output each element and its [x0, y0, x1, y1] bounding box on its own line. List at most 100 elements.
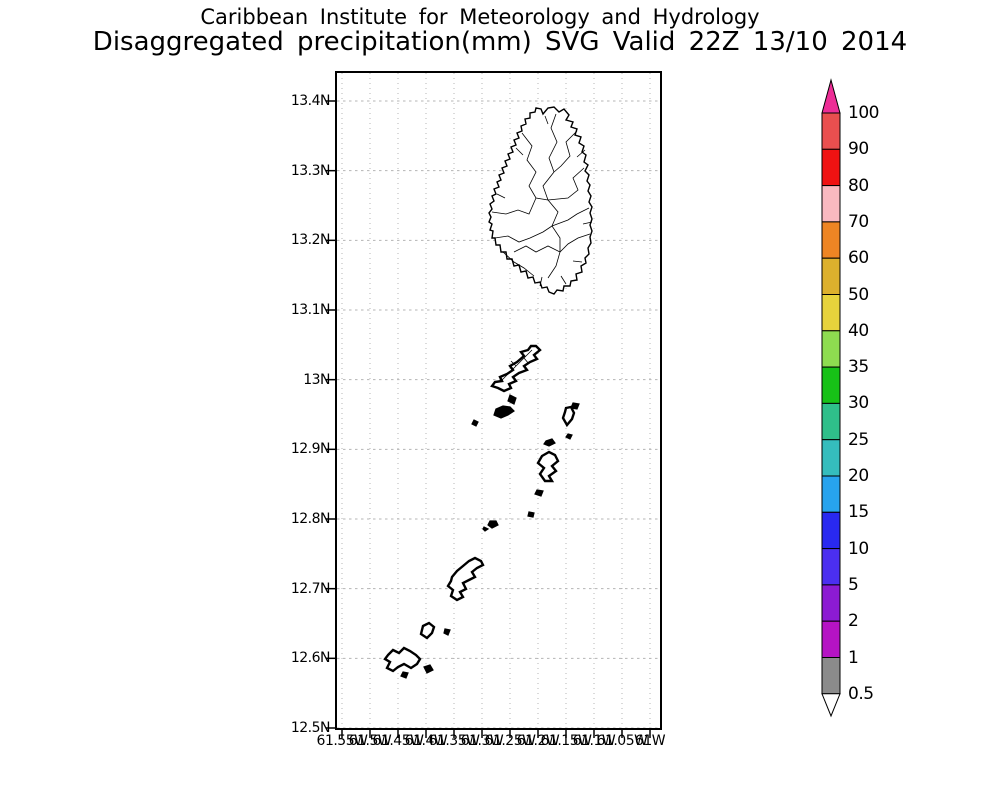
island-petit-mustique [543, 438, 556, 447]
lat-tick-label: 12.8N [290, 511, 331, 527]
colorbar-tick-label: 30 [848, 393, 869, 414]
lon-tick-label: 61.25W [484, 733, 536, 749]
colorbar-segment [821, 112, 841, 150]
lon-tick-label: 61.5W [348, 733, 392, 749]
island-petit-st-vincent [400, 671, 409, 679]
island-bequia [490, 344, 542, 393]
watershed-line [510, 360, 517, 367]
colorbar-segment [821, 620, 841, 659]
colorbar-segment [821, 294, 841, 332]
lon-tick-label: 61.2W [516, 733, 560, 749]
colorbar-tick-label: 1 [848, 647, 859, 668]
island-st-vincent [488, 106, 593, 295]
colorbar-tick-label: 80 [848, 175, 869, 196]
colorbar-segment [821, 366, 841, 404]
lat-tick-label: 12.6N [290, 650, 331, 667]
island-isle-a-quatre [493, 405, 515, 419]
watershed-line [539, 276, 543, 287]
lon-tick-label: 61.35W [428, 733, 480, 749]
colorbar-tick-label: 2 [848, 611, 859, 632]
colorbar-below-min-arrow [821, 693, 841, 718]
island-west-islet [471, 419, 479, 427]
colorbar-segment [821, 257, 841, 296]
colorbar-tick-label: 15 [848, 502, 869, 523]
lat-tick-label: 13.1N [290, 302, 331, 318]
colorbar-segment [821, 185, 841, 223]
watershed-line [547, 167, 585, 201]
lat-tick-label: 13N [303, 371, 330, 388]
axis-ticks [326, 100, 651, 738]
colorbar-segment [821, 548, 841, 586]
watershed-line [496, 193, 506, 199]
lon-tick-label: 61.55W [316, 733, 368, 749]
watershed-line [572, 260, 583, 263]
colorbar-tick-label: 40 [848, 320, 869, 341]
colorbar-segment [821, 330, 841, 368]
grid-layer [337, 73, 661, 729]
island-palm-island [423, 664, 434, 674]
colorbar-segment [821, 584, 841, 622]
islands-layer [383, 106, 593, 679]
watershed-line [551, 207, 590, 227]
lat-tick-label: 13.4N [290, 93, 331, 109]
watershed-line [515, 147, 524, 156]
island-mustique [536, 450, 560, 483]
colorbar-segment [821, 148, 841, 187]
colorbar-segment [821, 221, 841, 259]
island-union-island [383, 646, 422, 673]
colorbar-segment [821, 475, 841, 513]
colorbar-tick-label: 5 [848, 574, 859, 595]
lon-tick-label: 61W [634, 733, 666, 749]
colorbar-tick-label: 70 [848, 211, 869, 232]
lon-tick-label: 61.1W [572, 733, 616, 749]
colorbar-segment [821, 657, 841, 695]
colorbar-tick-label: 100 [848, 103, 879, 123]
institute-title: Caribbean Institute for Meteorology and … [200, 5, 760, 29]
colorbar-tick-label: 10 [848, 538, 869, 559]
island-savan-north [534, 489, 544, 497]
island-savan-islet [482, 526, 490, 532]
watershed-line [544, 115, 549, 125]
watershed-line [560, 275, 567, 285]
lon-tick-label: 61.05W [596, 733, 648, 749]
watershed-line [494, 225, 553, 243]
island-petit-nevis [507, 394, 517, 405]
watershed-line [548, 113, 558, 173]
lat-tick-label: 13.3N [290, 162, 331, 179]
island-mustique-ne-islet [565, 433, 573, 440]
watershed-line [542, 171, 555, 201]
lon-tick-label: 61.15W [540, 733, 592, 749]
watershed-line [513, 233, 591, 253]
lat-tick-label: 12.7N [290, 580, 331, 597]
watershed-line [523, 357, 530, 365]
lat-tick-label: 12.5N [290, 720, 331, 736]
colorbar-segment [821, 511, 841, 550]
lon-tick-label: 61.4W [404, 733, 448, 749]
colorbar-tick-label: 50 [848, 284, 869, 305]
lat-tick-label: 13.2N [290, 232, 331, 249]
watershed-line [576, 149, 586, 158]
island-canouan [446, 556, 485, 602]
colorbar-tick-label: 60 [848, 248, 869, 269]
watershed-line [547, 251, 561, 279]
colorbar-tick-label: 25 [848, 429, 869, 450]
lon-tick-label: 61.45W [372, 733, 424, 749]
watershed-line [502, 251, 535, 277]
colorbar-segment [821, 402, 841, 441]
lon-tick-label: 61.3W [460, 733, 504, 749]
island-tobago-cays [443, 628, 451, 636]
watershed-layer [491, 113, 593, 383]
map-frame [335, 71, 662, 730]
island-mayreau [419, 621, 436, 640]
colorbar-tick-label: 0.5 [848, 683, 874, 704]
island-baliceaux [561, 405, 576, 428]
colorbar-segment [821, 439, 841, 477]
plot-title: Disaggregated precipitation(mm) SVG Vali… [92, 27, 908, 57]
colorbar-tick-label: 35 [848, 357, 869, 378]
watershed-line [553, 130, 578, 173]
colorbar [821, 78, 841, 718]
colorbar-tick-label: 90 [848, 139, 869, 160]
colorbar-tick-label: 20 [848, 466, 869, 486]
